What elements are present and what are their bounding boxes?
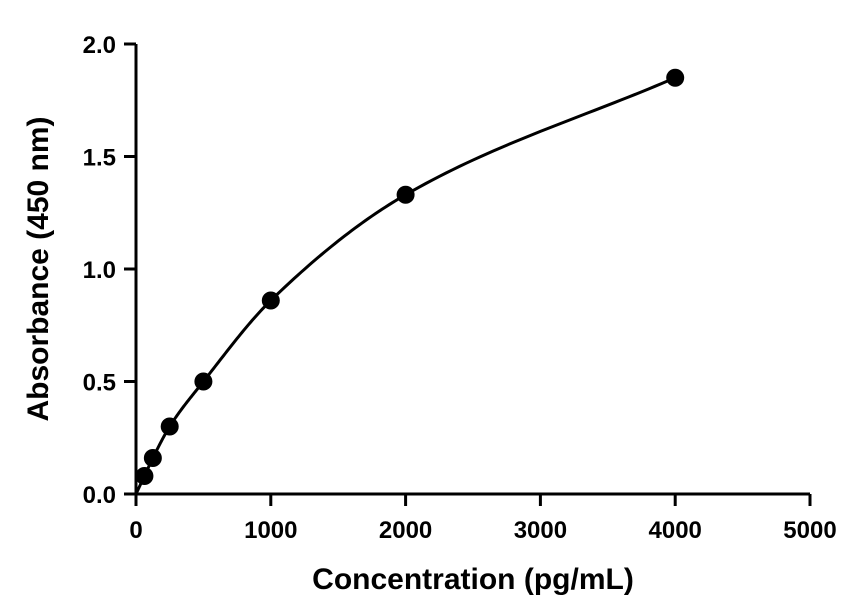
data-point xyxy=(160,417,179,436)
y-tick-label: 1.0 xyxy=(83,257,116,284)
x-tick-label: 0 xyxy=(129,517,142,544)
data-point xyxy=(261,291,280,310)
axes: 0 1000 2000 3000 4000 5000 0.0 0.5 1.0 1.5 2.0 xyxy=(83,32,837,544)
data-point xyxy=(396,185,415,204)
x-tick-label: 1000 xyxy=(244,517,297,544)
y-tick-label: 2.0 xyxy=(83,32,116,59)
y-axis-title: Absorbance (450 nm) xyxy=(22,116,55,421)
x-tick-label: 2000 xyxy=(379,517,432,544)
y-ticks: 0.0 0.5 1.0 1.5 2.0 xyxy=(83,32,136,509)
y-tick-label: 0.0 xyxy=(83,482,116,509)
data-point xyxy=(194,372,213,391)
data-point xyxy=(666,68,685,87)
data-points xyxy=(135,68,685,485)
x-tick-label: 3000 xyxy=(514,517,567,544)
x-ticks: 0 1000 2000 3000 4000 5000 xyxy=(129,494,837,544)
x-tick-label: 4000 xyxy=(649,517,702,544)
y-tick-label: 0.5 xyxy=(83,370,116,397)
y-tick-label: 1.5 xyxy=(83,145,116,172)
data-point xyxy=(143,449,162,467)
fit-curve xyxy=(134,76,676,495)
x-tick-label: 5000 xyxy=(783,517,836,544)
data-point xyxy=(135,467,154,485)
x-axis-title: Concentration (pg/mL) xyxy=(312,563,634,596)
